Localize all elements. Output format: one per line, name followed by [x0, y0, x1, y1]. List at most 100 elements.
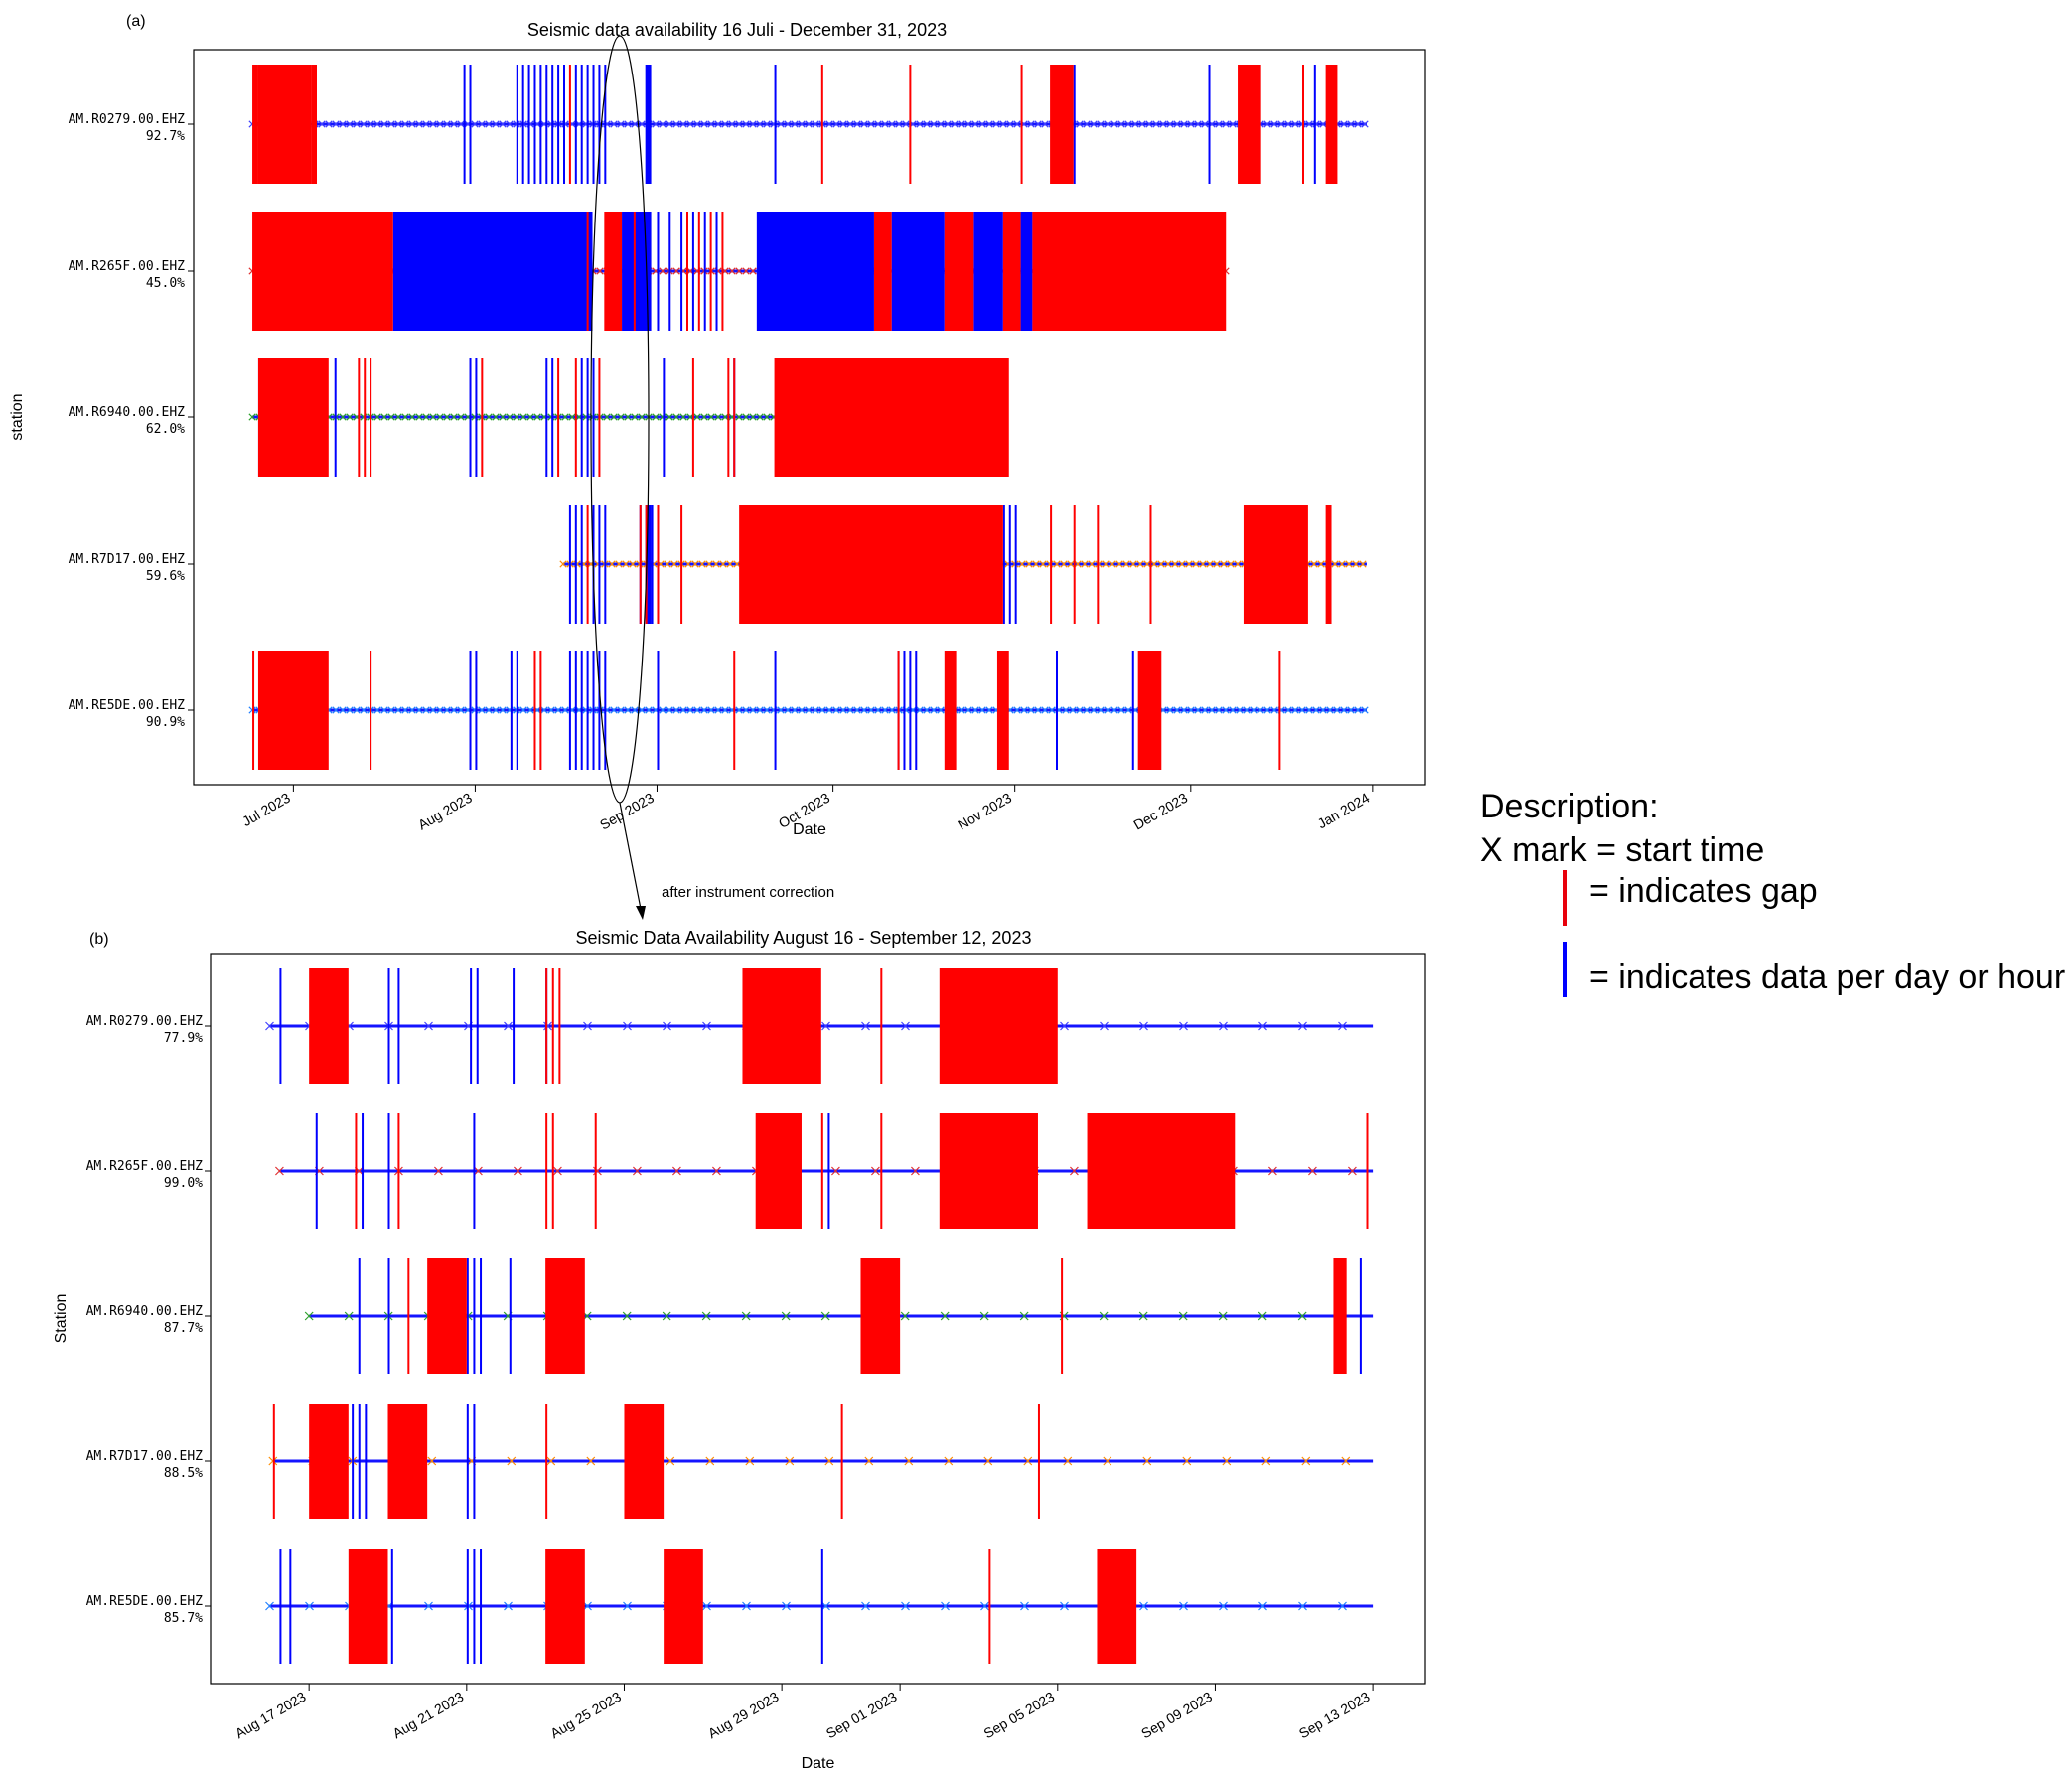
start-time-x-mark [721, 120, 729, 128]
start-time-x-mark [666, 120, 673, 128]
start-time-x-mark [1020, 1601, 1029, 1611]
x-tick-label: Aug 21 2023 [390, 1689, 467, 1742]
gap-block [860, 1258, 901, 1374]
data-line [557, 65, 560, 184]
start-time-x-mark [784, 120, 792, 128]
start-time-x-mark [1213, 560, 1221, 568]
start-time-x-mark [1069, 706, 1077, 714]
start-time-x-mark [821, 1601, 830, 1611]
start-time-x-mark [638, 413, 646, 421]
gap-line [1037, 1404, 1040, 1519]
gap-block [257, 65, 312, 184]
gap-line [680, 505, 683, 624]
data-line [574, 651, 577, 770]
gap-line [558, 968, 561, 1084]
start-time-x-mark [1117, 120, 1125, 128]
start-time-x-mark [1219, 1021, 1228, 1031]
start-time-x-mark [1178, 560, 1186, 568]
data-line [509, 1258, 512, 1374]
start-time-x-mark [1062, 706, 1070, 714]
gap-line [252, 651, 255, 770]
data-line [1131, 651, 1134, 770]
start-time-x-mark [1354, 706, 1362, 714]
gap-line [909, 65, 912, 184]
station-percent: 92.7% [146, 129, 185, 144]
start-time-x-mark [721, 413, 729, 421]
station-percent: 77.9% [164, 1031, 203, 1046]
start-time-x-mark [526, 413, 534, 421]
start-time-x-mark [1333, 706, 1341, 714]
gap-line [897, 651, 900, 770]
start-time-x-mark [1340, 706, 1348, 714]
data-line [568, 505, 571, 624]
start-time-x-mark [735, 706, 743, 714]
start-time-x-mark [478, 120, 486, 128]
station-percent: 88.5% [164, 1466, 203, 1481]
start-time-x-mark [951, 120, 959, 128]
gap-line [820, 65, 823, 184]
gap-block [1137, 651, 1162, 770]
data-line [545, 358, 548, 477]
start-time-x-mark [1019, 1311, 1029, 1321]
start-time-x-mark [742, 413, 750, 421]
start-time-x-mark [1099, 1311, 1109, 1321]
data-line [663, 358, 666, 477]
start-time-x-mark [749, 413, 757, 421]
start-time-x-mark [492, 413, 500, 421]
start-time-x-mark [672, 706, 680, 714]
x-tick-label: Aug 17 2023 [232, 1689, 309, 1742]
start-time-x-mark [671, 1166, 681, 1176]
start-time-x-mark [492, 120, 500, 128]
start-time-x-mark [867, 120, 875, 128]
start-time-x-mark [818, 706, 826, 714]
gap-block [257, 358, 329, 477]
data-line [1208, 65, 1211, 184]
start-time-x-mark [492, 706, 500, 714]
data-line [604, 505, 607, 624]
data-line [475, 358, 478, 477]
start-time-x-mark [1319, 120, 1327, 128]
data-line [774, 651, 777, 770]
data-line [580, 505, 583, 624]
data-line [1073, 65, 1076, 184]
start-time-x-mark [1258, 1601, 1267, 1611]
start-time-x-mark [742, 1601, 751, 1611]
start-time-x-mark [422, 413, 430, 421]
start-time-x-mark [1182, 1456, 1192, 1466]
station-percent: 59.6% [146, 569, 185, 584]
start-time-x-mark [457, 706, 465, 714]
gap-block [252, 65, 258, 184]
start-time-x-mark [745, 1456, 755, 1466]
start-time-x-mark [860, 120, 868, 128]
gap-line [545, 1404, 548, 1519]
data-line [387, 1113, 390, 1229]
gap-block [1087, 1113, 1236, 1229]
x-tick-label: Sep 2023 [597, 790, 657, 833]
start-time-x-mark [408, 120, 416, 128]
start-time-x-mark [638, 120, 646, 128]
station-row-AM.R265F.00.EHZ [274, 1113, 1374, 1229]
start-time-x-mark [1199, 560, 1207, 568]
start-time-x-mark [1142, 1456, 1152, 1466]
start-time-x-mark [741, 1311, 751, 1321]
start-time-x-mark [902, 120, 910, 128]
start-time-x-mark [1006, 120, 1014, 128]
start-time-x-mark [632, 1166, 642, 1176]
start-time-x-mark [443, 706, 451, 714]
start-time-x-mark [733, 560, 741, 568]
data-line [1014, 505, 1017, 624]
start-time-x-mark [401, 706, 409, 714]
start-time-x-mark [705, 560, 713, 568]
start-time-x-mark [666, 706, 673, 714]
start-time-x-mark [622, 1311, 632, 1321]
data-line [586, 358, 589, 477]
data-line [1002, 505, 1005, 624]
start-time-x-mark [631, 413, 639, 421]
start-time-x-mark [693, 706, 701, 714]
start-time-x-mark [540, 706, 548, 714]
start-time-x-mark [666, 1456, 675, 1466]
start-time-x-mark [450, 120, 458, 128]
start-time-x-mark [853, 120, 861, 128]
start-time-x-mark [659, 706, 666, 714]
x-axis-label: Date [802, 1755, 835, 1772]
